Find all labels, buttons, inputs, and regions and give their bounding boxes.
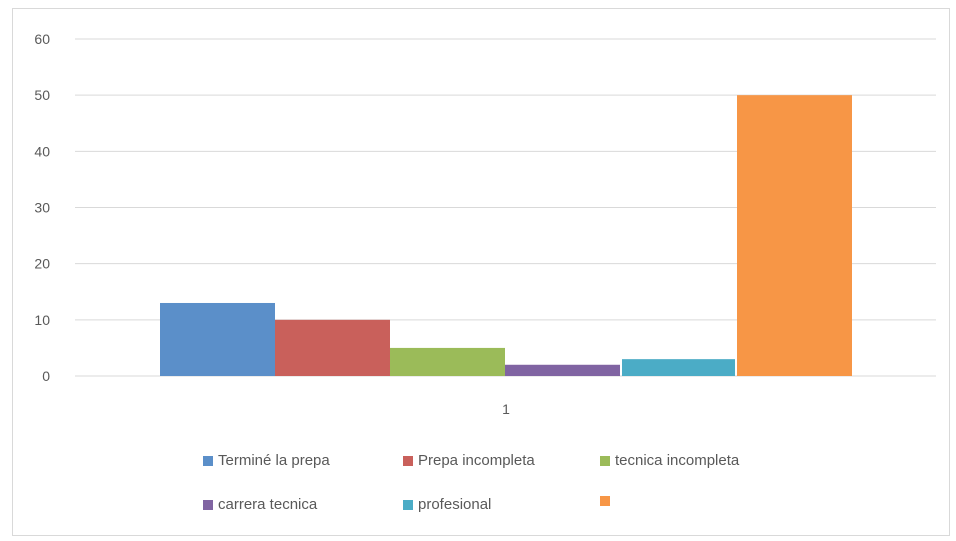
y-tick-label: 0: [42, 368, 50, 384]
bar-termin-la-prepa: [160, 302, 275, 376]
y-tick-label: 30: [34, 200, 50, 216]
y-tick-label: 60: [34, 31, 50, 47]
bar-tecnica-incompleta: [390, 347, 505, 376]
x-category-label: 1: [502, 401, 510, 417]
y-tick-label: 40: [34, 143, 50, 159]
bar-unnamed: [737, 95, 852, 377]
y-tick-label: 10: [34, 312, 50, 328]
bar-profesional: [622, 359, 735, 376]
bar-prepa-incompleta: [275, 319, 390, 376]
bar-carrera-tecnica: [505, 364, 620, 376]
y-tick-label: 20: [34, 256, 50, 272]
y-tick-label: 50: [34, 87, 50, 103]
